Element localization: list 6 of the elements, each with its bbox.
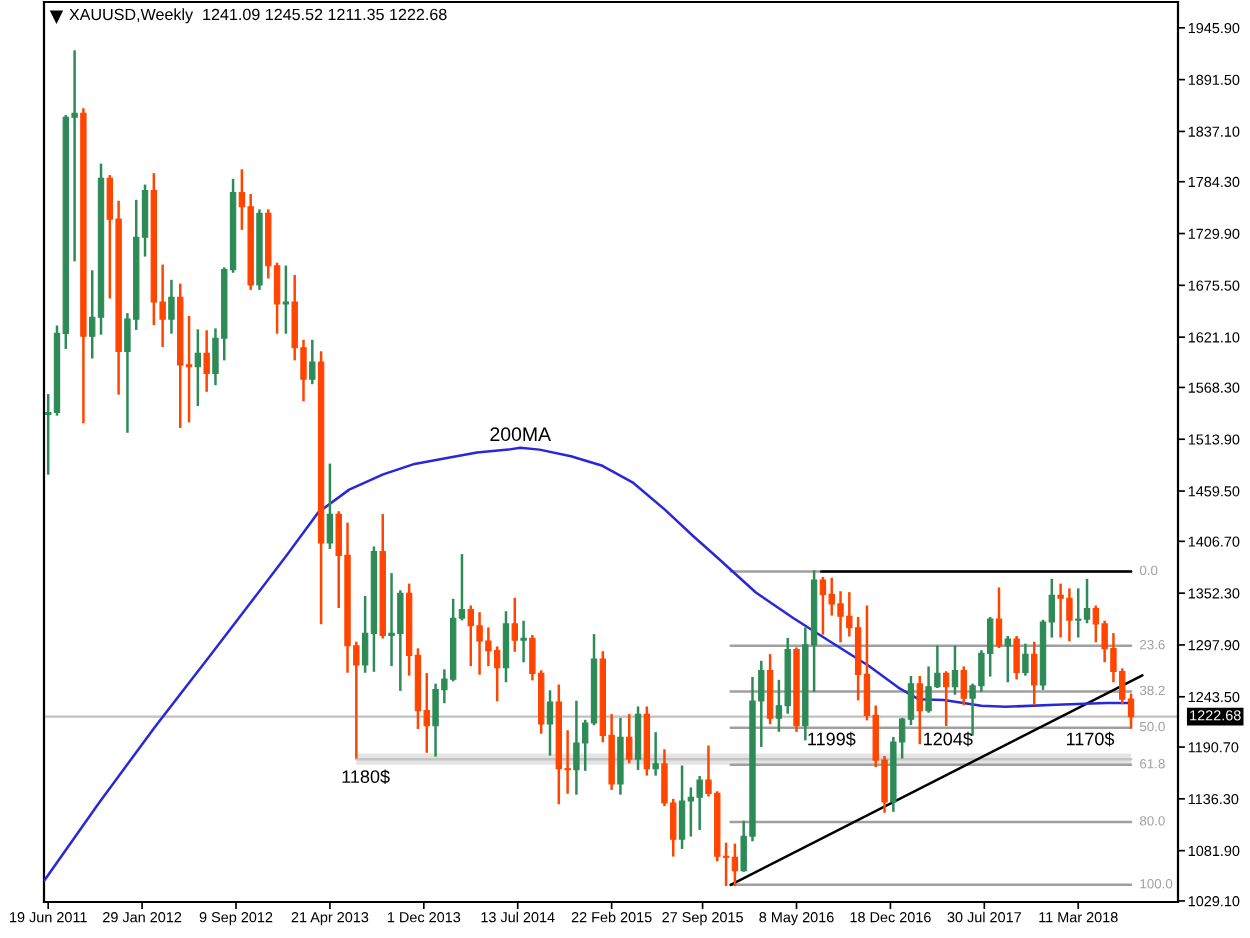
chart-title: XAUUSD,Weekly 1241.09 1245.52 1211.35 1222.68 xyxy=(69,8,447,24)
annotation: 1199$ xyxy=(808,731,856,747)
series-label: 200MA xyxy=(490,427,552,442)
annotation: 1170$ xyxy=(1066,731,1115,747)
annotation: 1204$ xyxy=(924,731,973,747)
annotation: 1180$ xyxy=(342,769,390,785)
